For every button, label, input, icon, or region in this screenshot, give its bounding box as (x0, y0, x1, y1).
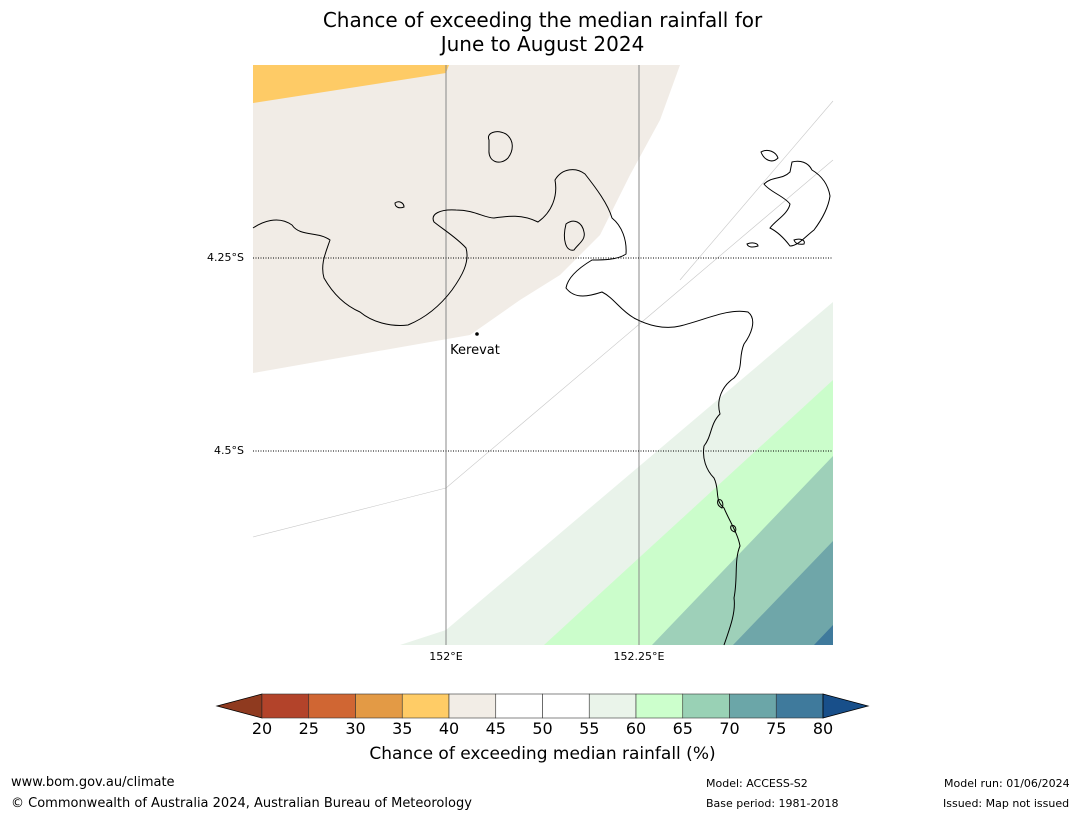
colorbar-tick-65: 65 (672, 719, 693, 738)
colorbar-tick-30: 30 (345, 719, 366, 738)
colorbar-tick-80: 80 (812, 719, 834, 738)
lat-label-4-25s: 4.25°S (207, 251, 244, 264)
colorbar-bin-40-45 (448, 693, 497, 719)
region-40-45 (253, 65, 680, 373)
lon-label-152e: 152°E (429, 650, 463, 663)
colorbar-bin-25-30 (308, 693, 356, 719)
colorbar-title: Chance of exceeding median rainfall (%) (369, 744, 716, 764)
colorbar-bin-35-40 (401, 693, 450, 719)
colorbar-tick-60: 60 (625, 719, 647, 738)
colorbar-tick-20: 20 (251, 719, 273, 738)
footer-model: Model: ACCESS-S2 (706, 777, 808, 790)
colorbar-bin-75-80 (775, 693, 824, 719)
region-75-80 (814, 625, 833, 645)
footer-model-run: Model run: 01/06/2024 (944, 777, 1070, 790)
footer-issued: Issued: Map not issued (943, 797, 1070, 810)
colorbar-bin-45-50 (495, 693, 543, 719)
colorbar-extend-high (822, 693, 870, 719)
colorbar (215, 693, 870, 719)
colorbar-bin-60-65 (635, 693, 684, 719)
footer-copyright: © Commonwealth of Australia 2024, Austra… (11, 796, 472, 811)
map-title-line2: June to August 2024 (440, 32, 645, 56)
coastline (252, 131, 831, 646)
footer-site: www.bom.gov.au/climate (11, 775, 175, 790)
colorbar-tick-55: 55 (579, 719, 600, 738)
footer-base-period: Base period: 1981-2018 (706, 797, 839, 810)
map-title-line1: Chance of exceeding the median rainfall … (322, 8, 763, 32)
colorbar-bin-65-70 (682, 693, 730, 719)
place-label-kerevat: Kerevat (450, 343, 500, 358)
lat-label-4-5s: 4.5°S (214, 444, 244, 457)
colorbar-extend-low (215, 693, 263, 719)
colorbar-bin-70-75 (729, 693, 777, 719)
region-70-75 (733, 541, 833, 645)
colorbar-bin-55-60 (588, 693, 637, 719)
kerevat-marker (475, 332, 479, 336)
colorbar-tick-75: 75 (766, 719, 787, 738)
colorbar-tick-70: 70 (719, 719, 740, 738)
region-35-40 (253, 65, 449, 103)
colorbar-bin-20-25 (261, 693, 310, 719)
colorbar-tick-25: 25 (298, 719, 319, 738)
colorbar-tick-35: 35 (392, 719, 413, 738)
colorbar-tick-50: 50 (532, 719, 553, 738)
colorbar-bin-30-35 (355, 693, 403, 719)
lon-label-152-25e: 152.25°E (613, 650, 665, 663)
colorbar-bin-50-55 (542, 693, 590, 719)
colorbar-tick-45: 45 (485, 719, 506, 738)
colorbar-tick-40: 40 (438, 719, 460, 738)
